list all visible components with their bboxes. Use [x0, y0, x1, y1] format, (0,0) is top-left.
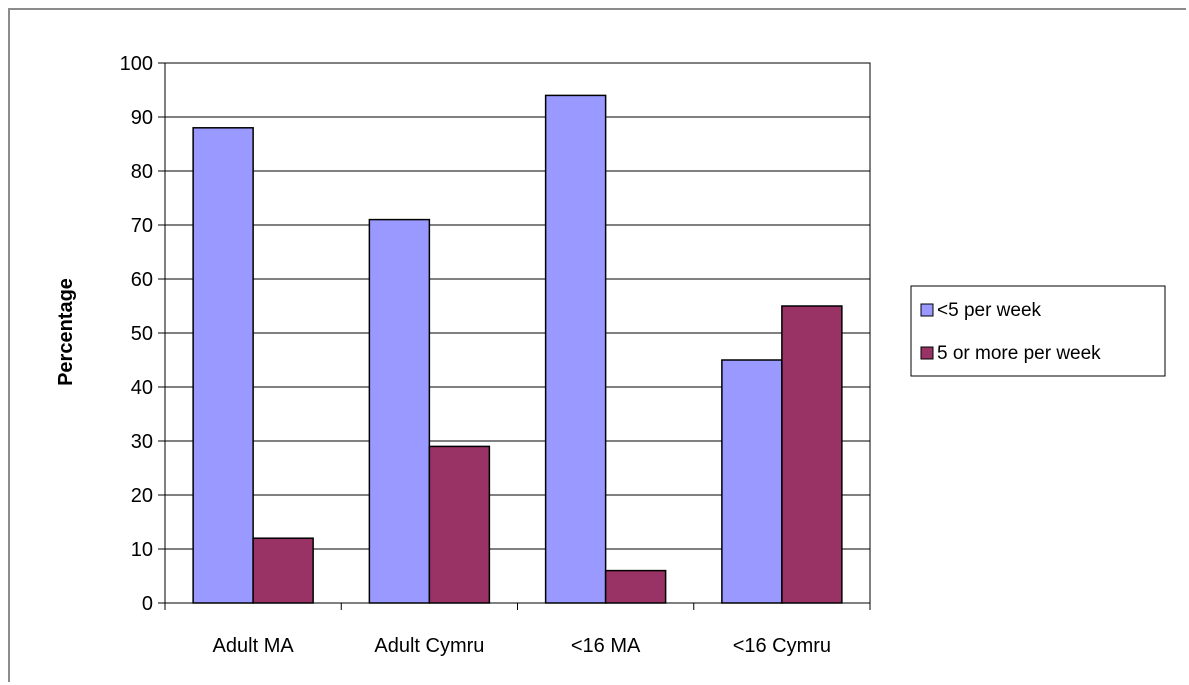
y-tick-label: 20: [131, 485, 153, 507]
bars: [192, 94, 843, 604]
y-tick-label: 60: [131, 269, 153, 291]
y-tick-label: 70: [131, 215, 153, 237]
y-axis-label: Percentage: [55, 278, 77, 386]
y-tick-labels: 0 10 20 30 40 50 60 70 80 90 100: [120, 53, 153, 615]
y-tick-label: 40: [131, 377, 153, 399]
x-tick-label: Adult Cymru: [374, 635, 484, 657]
bar: [428, 445, 491, 604]
legend: <5 per week 5 or more per week: [910, 285, 1166, 377]
bar: [544, 94, 607, 604]
legend-swatch: [920, 346, 934, 360]
legend-box: [910, 285, 1166, 377]
bar: [192, 127, 254, 604]
y-tick-label: 0: [142, 593, 153, 615]
axes: [164, 62, 871, 610]
y-tick-label: 50: [131, 323, 153, 345]
bar: [368, 218, 431, 604]
y-tick-label: 90: [131, 107, 153, 129]
bar: [252, 537, 314, 604]
legend-label: 5 or more per week: [937, 343, 1101, 364]
legend-swatch: [920, 303, 934, 317]
legend-label: <5 per week: [937, 300, 1042, 321]
bar: [604, 569, 667, 604]
bar: [781, 305, 843, 604]
x-tick-labels: Adult MA Adult Cymru <16 MA <16 Cymru: [213, 635, 832, 657]
x-tick-label: Adult MA: [213, 635, 295, 657]
x-tick-label: <16 MA: [571, 635, 641, 657]
y-tick-label: 30: [131, 431, 153, 453]
y-tick-label: 80: [131, 161, 153, 183]
y-tick-label: 10: [131, 539, 153, 561]
chart-frame: [8, 8, 1186, 682]
bar: [721, 359, 783, 604]
y-tick-label: 100: [120, 53, 153, 75]
x-tick-label: <16 Cymru: [733, 635, 831, 657]
